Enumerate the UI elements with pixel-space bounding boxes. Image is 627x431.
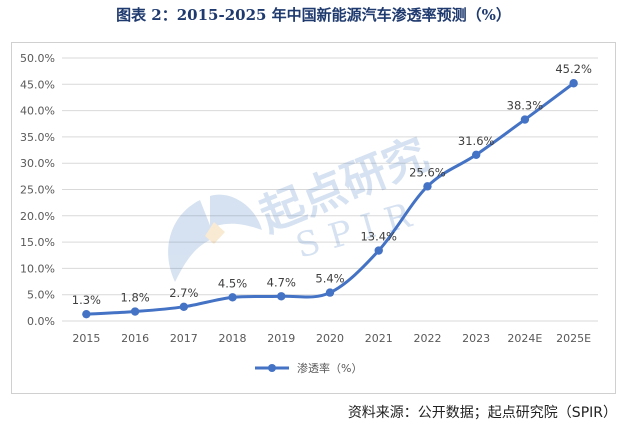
- data-label: 25.6%: [409, 165, 446, 179]
- data-label: 4.7%: [267, 275, 296, 289]
- data-label: 2.7%: [169, 286, 198, 300]
- y-tick-label: 45.0%: [20, 78, 55, 91]
- y-tick-label: 0.0%: [27, 315, 55, 328]
- data-point: [179, 302, 189, 311]
- watermark-logo-petal: [168, 200, 215, 282]
- y-tick-label: 30.0%: [20, 157, 55, 170]
- data-point: [277, 292, 286, 301]
- data-point: [325, 288, 335, 297]
- x-tick-label: 2018: [219, 332, 247, 345]
- x-tick-label: 2020: [316, 332, 344, 345]
- source-note: 资料来源：公开数据；起点研究院（SPIR）: [347, 405, 617, 421]
- legend-marker: [268, 364, 276, 372]
- y-tick-label: 50.0%: [20, 52, 55, 65]
- data-label: 31.6%: [458, 134, 495, 148]
- data-label: 5.4%: [315, 272, 344, 286]
- data-label: 1.3%: [72, 293, 101, 307]
- data-point: [82, 309, 91, 319]
- data-point: [569, 79, 578, 88]
- x-tick-label: 2025E: [556, 332, 591, 345]
- x-tick-label: 2017: [170, 332, 198, 345]
- data-point: [374, 246, 383, 255]
- data-point: [471, 150, 481, 159]
- x-tick-label: 2016: [121, 332, 149, 345]
- figure-title: 图表 2：2015-2025 年中国新能源汽车渗透率预测（%）: [116, 6, 511, 24]
- y-tick-label: 25.0%: [20, 184, 55, 197]
- data-label: 1.8%: [120, 291, 149, 305]
- data-label: 38.3%: [507, 99, 544, 113]
- y-tick-label: 5.0%: [27, 289, 55, 302]
- data-label: 45.2%: [555, 62, 592, 76]
- data-label: 13.4%: [360, 230, 397, 244]
- x-tick-label: 2019: [267, 332, 295, 345]
- x-tick-label: 2023: [462, 332, 490, 345]
- data-point: [423, 182, 432, 191]
- data-point: [520, 115, 530, 124]
- y-tick-label: 40.0%: [20, 105, 55, 118]
- x-tick-label: 2021: [365, 332, 393, 345]
- watermark-logo-star: [205, 222, 225, 244]
- data-point: [130, 307, 140, 316]
- y-tick-label: 35.0%: [20, 131, 55, 144]
- watermark-logo-petal: [210, 194, 262, 230]
- x-tick-label: 2015: [72, 332, 100, 345]
- legend-label: 渗透率（%）: [297, 361, 362, 375]
- x-tick-label: 2024E: [507, 332, 542, 345]
- x-tick-label: 2022: [413, 332, 441, 345]
- y-tick-label: 10.0%: [20, 262, 55, 275]
- y-tick-label: 20.0%: [20, 210, 55, 223]
- data-point: [228, 293, 237, 302]
- data-label: 4.5%: [218, 276, 247, 290]
- y-tick-label: 15.0%: [20, 236, 55, 249]
